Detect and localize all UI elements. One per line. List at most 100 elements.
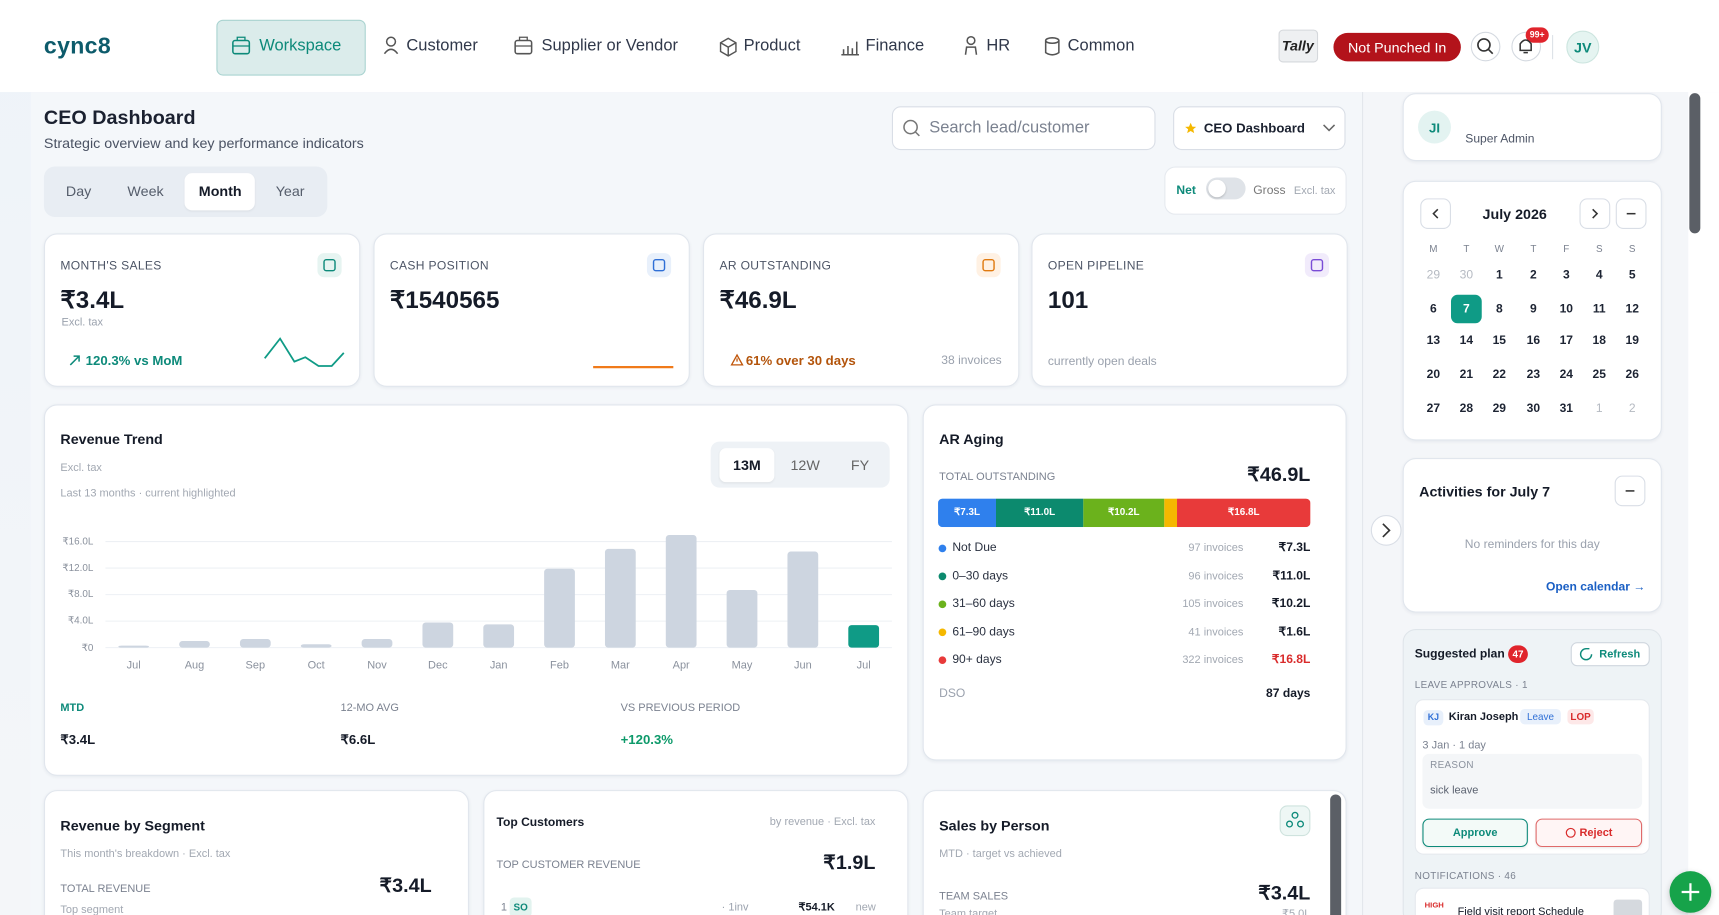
calendar-day[interactable]: 18: [1592, 334, 1606, 348]
legend-invoices: 96 invoices: [1188, 570, 1244, 583]
range-tab[interactable]: FY: [850, 456, 870, 474]
calendar-day[interactable]: 2: [1530, 268, 1537, 282]
button-text: Refresh: [1599, 648, 1641, 661]
nav-item[interactable]: Supplier or Vendor: [541, 36, 678, 55]
calendar-day[interactable]: 28: [1459, 402, 1474, 416]
calendar-day[interactable]: 10: [1559, 302, 1574, 316]
total-value: ₹1.9L: [823, 851, 876, 874]
calendar-day[interactable]: 2: [1628, 402, 1636, 416]
calendar-day[interactable]: 29: [1426, 268, 1441, 282]
calendar-day[interactable]: 4: [1595, 268, 1603, 282]
stat-value: ₹3.4L: [60, 731, 96, 748]
calendar-day[interactable]: 29: [1492, 402, 1507, 416]
calendar-day[interactable]: 24: [1559, 368, 1574, 382]
calendar-day[interactable]: 19: [1625, 334, 1639, 348]
reason: sick leave: [1430, 784, 1479, 797]
kpi-note: Excl. tax: [61, 316, 104, 329]
role: Super Admin: [1465, 132, 1535, 146]
calendar-day[interactable]: 20: [1426, 368, 1441, 382]
calendar-day[interactable]: 31: [1559, 402, 1574, 416]
calendar-day[interactable]: 16: [1526, 334, 1541, 348]
calendar-day[interactable]: 1: [1595, 402, 1603, 416]
card-subtitle: Last 13 months · current highlighted: [60, 487, 236, 500]
collapse-activities[interactable]: [1614, 475, 1646, 507]
user-avatar[interactable]: [1566, 30, 1600, 64]
calendar-day[interactable]: 26: [1625, 368, 1639, 382]
nav-item[interactable]: Common: [1067, 36, 1135, 55]
dashboard-select[interactable]: [1173, 106, 1346, 151]
badge-text: 99+: [1529, 29, 1545, 40]
range-tab[interactable]: 12W: [790, 456, 820, 474]
total-value: ₹3.4L: [379, 874, 432, 897]
fab[interactable]: [1669, 871, 1712, 913]
stat-value: +120.3%: [620, 731, 674, 748]
nav-item[interactable]: Finance: [865, 36, 925, 55]
calendar-day[interactable]: 23: [1526, 368, 1541, 382]
calendar-day[interactable]: 9: [1530, 302, 1537, 316]
nav-item[interactable]: Product: [743, 36, 801, 55]
range-tab[interactable]: 13M: [733, 456, 761, 474]
page-title: CEO Dashboard: [43, 106, 196, 129]
calendar-day[interactable]: 27: [1426, 402, 1441, 416]
calendar-day[interactable]: 15: [1492, 334, 1507, 348]
legend-invoices: 105 invoices: [1182, 598, 1244, 611]
status: new: [855, 901, 876, 914]
calendar-day[interactable]: 7: [1463, 302, 1470, 316]
calendar-day[interactable]: 11: [1592, 302, 1606, 316]
calendar-day[interactable]: 6: [1430, 302, 1437, 316]
avatar-text: JV: [1574, 39, 1592, 56]
legend-invoices: 41 invoices: [1188, 626, 1244, 639]
calendar-day[interactable]: 17: [1559, 334, 1574, 348]
punch-status-text: Not Punched In: [1347, 39, 1447, 56]
plan-count: [1508, 645, 1528, 663]
collapse-button[interactable]: [1370, 515, 1402, 546]
dismiss-button[interactable]: [1613, 899, 1643, 915]
link[interactable]: Open calendar →: [1546, 580, 1646, 594]
legend-name: 31–60 days: [952, 597, 1015, 611]
prev-month[interactable]: [1420, 198, 1451, 230]
period-tab[interactable]: Month: [198, 182, 242, 200]
next-month[interactable]: [1579, 198, 1611, 230]
kpi-note: currently open deals: [1047, 355, 1157, 369]
calendar-day[interactable]: 5: [1628, 268, 1636, 282]
calendar-day[interactable]: 14: [1459, 334, 1474, 348]
nav-item[interactable]: Customer: [406, 36, 478, 55]
search-button[interactable]: [1470, 31, 1501, 62]
calendar-day[interactable]: 25: [1592, 368, 1606, 382]
calendar-day[interactable]: 1: [1495, 268, 1503, 282]
toggle-knob: [1208, 179, 1226, 198]
reject-button[interactable]: [1535, 818, 1643, 848]
legend-invoices: 322 invoices: [1182, 654, 1244, 667]
section-label: NOTIFICATIONS · 46: [1414, 870, 1517, 882]
calendar-day[interactable]: 30: [1459, 268, 1474, 282]
card-subtitle: MTD · target vs achieved: [939, 848, 1062, 861]
calendar-day[interactable]: 3: [1562, 268, 1570, 282]
calendar-day[interactable]: 12: [1625, 302, 1639, 316]
calendar-day[interactable]: 21: [1459, 368, 1474, 382]
tally-logo[interactable]: [1278, 29, 1319, 63]
collapse-calendar[interactable]: [1615, 198, 1647, 230]
legend-amount: ₹7.3L: [1278, 541, 1311, 555]
nav-item[interactable]: HR: [986, 36, 1011, 55]
period-tab[interactable]: Year: [275, 182, 305, 200]
punch-status[interactable]: [1333, 32, 1461, 62]
period-tab[interactable]: Week: [127, 182, 164, 200]
approve-button[interactable]: [1422, 818, 1528, 848]
y-tick-label: ₹12.0L: [62, 562, 94, 574]
stat-label: 12-MO AVG: [340, 702, 399, 715]
card-title: AR Aging: [939, 430, 1004, 448]
calendar-day[interactable]: 30: [1526, 402, 1541, 416]
period-tab[interactable]: Day: [65, 182, 92, 200]
card-title: Revenue by Segment: [60, 817, 205, 834]
reason-label: REASON: [1430, 759, 1474, 771]
calendar-day[interactable]: 13: [1426, 334, 1441, 348]
calendar-day[interactable]: 8: [1495, 302, 1503, 316]
logo: cync8: [43, 33, 111, 60]
dso-value: 87 days: [1266, 687, 1311, 701]
calendar-day[interactable]: 22: [1492, 368, 1507, 382]
nav-item[interactable]: Workspace: [259, 36, 342, 55]
search-input[interactable]: [891, 106, 1156, 151]
